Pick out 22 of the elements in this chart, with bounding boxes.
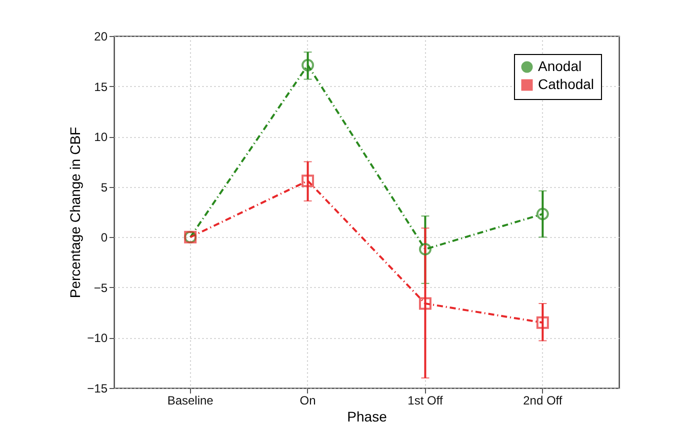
point xyxy=(536,208,549,220)
y-tick-label: −5 xyxy=(94,280,108,295)
y-tick-label: −15 xyxy=(87,382,108,396)
y-tick-label: 20 xyxy=(94,30,108,44)
y-tick-label: −10 xyxy=(87,331,108,346)
x-tick-label: 1st Off xyxy=(408,394,444,408)
x-tick-label: On xyxy=(300,394,316,408)
legend-label: Anodal xyxy=(538,58,582,74)
y-tick-label: 10 xyxy=(94,130,108,144)
x-tick-label: Baseline xyxy=(167,394,214,408)
point xyxy=(418,297,432,310)
point xyxy=(418,242,432,256)
point xyxy=(302,174,314,188)
y-axis-title: Percentage Change in CBF xyxy=(67,126,84,298)
point xyxy=(302,58,314,72)
legend-label: Cathodal xyxy=(538,76,594,92)
y-tick-label: 5 xyxy=(100,180,108,194)
y-tick-label: 15 xyxy=(94,80,108,94)
point xyxy=(536,316,549,329)
x-axis-title: Phase xyxy=(347,408,388,424)
x-tick-label: 2nd Off xyxy=(523,394,563,408)
y-tick-label: 0 xyxy=(100,230,108,245)
